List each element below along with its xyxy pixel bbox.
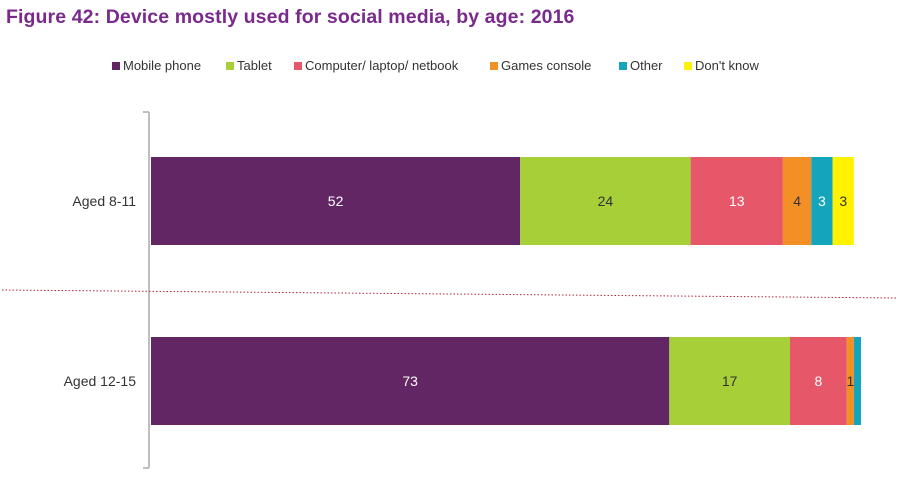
legend-label-computer: Computer/ laptop/ netbook bbox=[305, 58, 459, 73]
bar-aged-12-15-games-console bbox=[846, 337, 854, 425]
bar-label-aged-12-15-mobile-phone: 73 bbox=[402, 373, 418, 389]
bar-label-aged-8-11-tablet: 24 bbox=[598, 193, 614, 209]
bar-aged-8-11-computer-laptop-netbook bbox=[690, 157, 783, 245]
bar-label-aged-8-11-games-console: 4 bbox=[793, 193, 801, 209]
bar-aged-8-11-don-t-know bbox=[832, 157, 854, 245]
legend-item-computer: Computer/ laptop/ netbook bbox=[294, 58, 458, 73]
legend-label-other: Other bbox=[630, 58, 663, 73]
legend-swatch-dont-know bbox=[684, 61, 692, 70]
bar-aged-8-11-mobile-phone bbox=[151, 157, 521, 245]
legend-swatch-other bbox=[619, 61, 627, 70]
bar-label-aged-8-11-computer-laptop-netbook: 13 bbox=[729, 193, 745, 209]
bar-value-labels: 52 24 13 4 3 3 73 17 8 1 bbox=[328, 193, 855, 389]
category-label-aged-12-15: Aged 12-15 bbox=[64, 373, 137, 389]
chart-legend: Mobile phone Tablet Computer/ laptop/ ne… bbox=[0, 58, 900, 78]
legend-item-games-console: Games console bbox=[490, 58, 591, 73]
bar-aged-8-11-games-console bbox=[782, 157, 812, 245]
bar-label-aged-8-11-don-t-know: 3 bbox=[839, 193, 847, 209]
legend-swatch-games-console bbox=[490, 61, 498, 70]
legend-item-other: Other bbox=[619, 58, 663, 73]
bar-label-aged-8-11-other: 3 bbox=[818, 193, 826, 209]
legend-item-mobile-phone: Mobile phone bbox=[112, 58, 201, 73]
legend-item-tablet: Tablet bbox=[226, 58, 272, 73]
bar-label-aged-12-15-games-console: 1 bbox=[846, 373, 854, 389]
bar-aged-12-15-other bbox=[853, 337, 861, 425]
legend-label-dont-know: Don't know bbox=[695, 58, 759, 73]
bar-aged-12-15-mobile-phone bbox=[151, 337, 670, 425]
bar-aged-12-15-tablet bbox=[669, 337, 790, 425]
bar-label-aged-12-15-tablet: 17 bbox=[722, 373, 738, 389]
legend-label-games-console: Games console bbox=[501, 58, 592, 73]
bar-label-aged-8-11-mobile-phone: 52 bbox=[328, 193, 344, 209]
bar-aged-12-15-computer-laptop-netbook bbox=[790, 337, 847, 425]
category-label-aged-8-11: Aged 8-11 bbox=[72, 193, 136, 209]
legend-label-tablet: Tablet bbox=[237, 58, 272, 73]
chart-title: Figure 42: Device mostly used for social… bbox=[6, 6, 575, 28]
legend-swatch-computer bbox=[294, 61, 302, 70]
legend-swatch-tablet bbox=[226, 61, 234, 70]
bar-segments bbox=[151, 157, 861, 425]
legend-swatch-mobile-phone bbox=[112, 61, 120, 70]
legend-label-mobile-phone: Mobile phone bbox=[123, 58, 202, 73]
legend-item-dont-know: Don't know bbox=[684, 58, 759, 73]
bar-aged-8-11-other bbox=[811, 157, 833, 245]
group-divider-line bbox=[1, 289, 899, 299]
bar-label-aged-12-15-computer-laptop-netbook: 8 bbox=[815, 373, 823, 389]
bar-aged-8-11-tablet bbox=[520, 157, 691, 245]
